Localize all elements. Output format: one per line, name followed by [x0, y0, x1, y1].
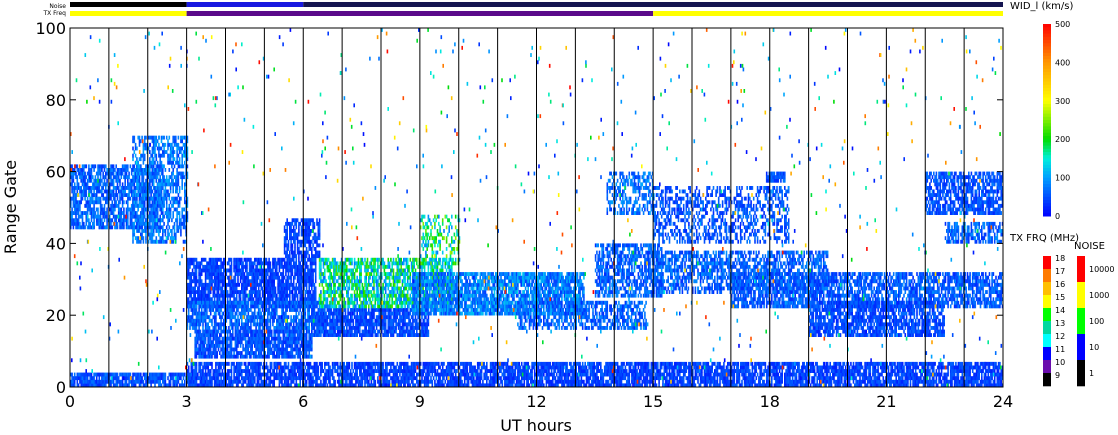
- echo-band-3: [186, 257, 317, 309]
- noise-scale-ticks: 10000 1000 100 10 1: [1089, 265, 1114, 378]
- freq-scale-ticks: 18 17 16 15 14 13 12 11 10 9: [1055, 254, 1065, 380]
- x-tick-label-6: 18: [760, 392, 780, 411]
- freq-swatch-8: [1043, 360, 1051, 374]
- txfreq-segment-1: [186, 11, 654, 16]
- txfreq-segment-0: [70, 11, 187, 16]
- y-tick-label-1: 20: [46, 306, 66, 325]
- echo-band-9: [412, 272, 585, 316]
- freq-scale-title: TX FRQ (MHz): [1009, 233, 1079, 244]
- noise-row-label: Noise: [49, 3, 66, 10]
- x-tick-label-8: 24: [993, 392, 1013, 411]
- noise-tick-3: 10: [1089, 343, 1099, 352]
- freq-swatch-6: [1043, 334, 1051, 348]
- noise-segment-2: [303, 2, 1003, 7]
- echo-band-7: [311, 308, 430, 337]
- noise-tick-1: 1000: [1089, 291, 1109, 300]
- noise-tick-2: 100: [1089, 317, 1104, 326]
- velocity-tick-5: 0: [1055, 212, 1060, 221]
- y-tick-label-5: 100: [35, 19, 66, 38]
- hour-gridlines: [108, 28, 965, 387]
- y-axis-ticks: 0 20 40 60 80 100: [35, 19, 1003, 397]
- noise-tick-4: 1: [1089, 369, 1094, 378]
- echo-band-11: [517, 300, 647, 330]
- scattered-echoes: [70, 28, 1003, 388]
- freq-tick-0: 18: [1055, 254, 1065, 263]
- freq-swatch-3: [1043, 295, 1051, 309]
- freq-tick-1: 17: [1055, 267, 1065, 276]
- freq-tick-5: 13: [1055, 319, 1065, 328]
- txfreq-segment-2: [653, 11, 1003, 16]
- y-tick-label-0: 0: [56, 378, 66, 397]
- velocity-tick-4: 100: [1055, 174, 1070, 183]
- freq-swatch-9: [1043, 373, 1051, 387]
- x-tick-label-7: 21: [876, 392, 896, 411]
- echo-band-12: [594, 243, 663, 298]
- echo-band-17: [808, 300, 945, 337]
- noise-tick-0: 10000: [1089, 265, 1114, 274]
- freq-colorbar: [1043, 256, 1051, 387]
- freq-tick-8: 10: [1055, 358, 1065, 367]
- freq-tick-7: 11: [1055, 345, 1065, 354]
- freq-swatch-2: [1043, 282, 1051, 296]
- freq-swatch-0: [1043, 256, 1051, 270]
- noise-swatch-2: [1077, 308, 1085, 335]
- x-tick-label-0: 0: [65, 392, 75, 411]
- echo-band-2: [70, 372, 196, 388]
- y-tick-label-2: 40: [46, 234, 66, 253]
- txfreq-row-label: TX Freq: [42, 10, 66, 17]
- x-tick-label-1: 3: [182, 392, 192, 411]
- echo-band-5: [194, 329, 313, 359]
- noise-colorbar: [1077, 256, 1085, 387]
- y-axis-title: Range Gate: [1, 160, 20, 254]
- freq-swatch-4: [1043, 308, 1051, 322]
- echo-band-6: [283, 218, 321, 259]
- freq-tick-4: 14: [1055, 306, 1065, 315]
- noise-swatch-4: [1077, 360, 1085, 387]
- noise-swatch-1: [1077, 282, 1085, 309]
- freq-swatch-1: [1043, 269, 1051, 283]
- txfreq-status-strip: [70, 11, 1003, 16]
- velocity-scale-ticks: 500 400 300 200 100 0: [1055, 20, 1070, 221]
- x-axis-title: UT hours: [500, 416, 572, 435]
- velocity-colorbar: [1043, 24, 1051, 217]
- noise-swatch-3: [1077, 334, 1085, 361]
- noise-status-strip: [70, 2, 1003, 7]
- velocity-scale-title: WID_l (km/s): [1010, 1, 1074, 12]
- velocity-tick-3: 200: [1055, 135, 1070, 144]
- noise-swatch-0: [1077, 256, 1085, 283]
- echo-band-19: [944, 221, 1004, 244]
- velocity-tick-0: 500: [1055, 20, 1070, 29]
- noise-segment-0: [70, 2, 187, 7]
- noise-scale-title: NOISE: [1074, 241, 1105, 252]
- echo-band-13: [606, 171, 655, 215]
- echo-band-18: [925, 171, 1004, 215]
- echo-band-14: [653, 186, 790, 244]
- freq-tick-9: 9: [1055, 371, 1060, 380]
- echo-band-21: [765, 171, 786, 183]
- y-tick-label-3: 60: [46, 163, 66, 182]
- echo-band-10: [419, 214, 461, 266]
- echo-band-20: [186, 361, 1004, 388]
- echo-band-4: [186, 300, 325, 330]
- x-tick-label-2: 6: [298, 392, 308, 411]
- x-tick-label-4: 12: [526, 392, 546, 411]
- freq-swatch-7: [1043, 347, 1051, 361]
- x-axis-ticks: 0 3 6 9 12 15 18 21 24: [65, 381, 1013, 411]
- freq-swatch-5: [1043, 321, 1051, 335]
- freq-tick-3: 15: [1055, 293, 1065, 302]
- x-tick-label-3: 9: [415, 392, 425, 411]
- x-tick-label-5: 15: [643, 392, 663, 411]
- velocity-tick-2: 300: [1055, 97, 1070, 106]
- freq-tick-2: 16: [1055, 280, 1065, 289]
- noise-segment-1: [186, 2, 304, 7]
- velocity-tick-1: 400: [1055, 58, 1070, 67]
- y-tick-label-4: 80: [46, 91, 66, 110]
- freq-tick-6: 12: [1055, 332, 1065, 341]
